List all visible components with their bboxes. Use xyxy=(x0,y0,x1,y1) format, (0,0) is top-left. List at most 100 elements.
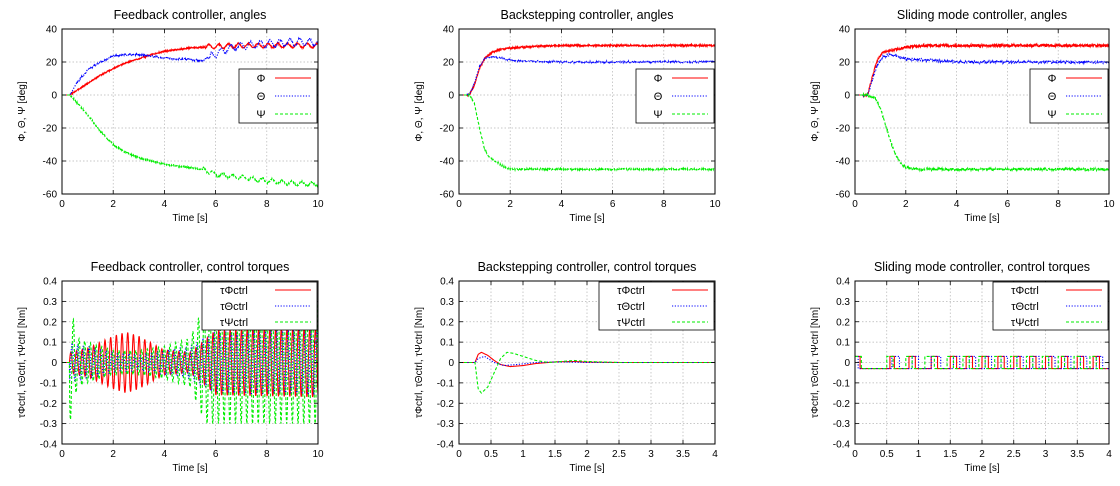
plot-frame xyxy=(61,28,319,195)
chart-title: Backstepping controller, control torques xyxy=(478,260,697,274)
x-tick-label: 0 xyxy=(852,199,858,210)
legend-label: τΦctrl xyxy=(220,285,248,297)
x-tick-label: 8 xyxy=(264,449,270,460)
y-tick-label: 0.4 xyxy=(43,277,57,288)
x-tick-label: 3.5 xyxy=(1070,449,1084,460)
series-line-1 xyxy=(459,42,715,98)
series-line-2 xyxy=(855,52,1109,98)
y-tick-label: 0.1 xyxy=(836,338,850,349)
legend-label: τΘctrl xyxy=(220,301,248,313)
legend-label: τΘctrl xyxy=(617,301,645,313)
y-tick-label: 0.2 xyxy=(440,317,454,328)
x-tick-label: 0 xyxy=(456,199,462,210)
series-line-1 xyxy=(62,327,318,398)
y-tick-label: 0 xyxy=(51,91,57,102)
legend-label: τΨctrl xyxy=(617,317,645,329)
series-group xyxy=(459,351,715,394)
y-tick-label: -20 xyxy=(43,124,58,135)
chart-panel-5: 0 0.5 1 1.5 2 2.5 3 3.5 4 -0.4 -0.3 -0.2 -0.1 0 0.1 0.2… xyxy=(414,260,718,474)
x-tick-label: 2 xyxy=(110,449,116,460)
y-tick-label: -0.1 xyxy=(437,378,455,389)
y-tick-label: -0.4 xyxy=(833,440,851,451)
series-line-3 xyxy=(459,92,715,173)
series-line-2 xyxy=(62,329,318,396)
chart-panel-4: 0 2 4 6 8 10 -0.4 -0.3 -0.2 -0.1 0 0.1 0.2 0.3 0.4 Feed… xyxy=(17,260,324,474)
series-line-1 xyxy=(855,355,1109,370)
x-tick-label: 1 xyxy=(520,449,526,460)
series-group xyxy=(62,301,318,424)
x-tick-label: 8 xyxy=(661,199,667,210)
series-line-1 xyxy=(855,42,1109,99)
x-tick-label: 2.5 xyxy=(612,449,626,460)
legend-label: Φ xyxy=(257,73,266,85)
y-tick-label: 0 xyxy=(448,358,454,369)
chart-title: Backstepping controller, angles xyxy=(500,8,673,22)
y-tick-label: 20 xyxy=(443,58,455,69)
y-tick-label: -0.2 xyxy=(833,399,851,410)
x-tick-label: 4 xyxy=(162,199,168,210)
y-axis-label: Φ, Θ, Ψ [deg] xyxy=(414,81,425,141)
x-tick-label: 2 xyxy=(979,449,985,460)
legend-label: Θ xyxy=(654,91,663,103)
y-tick-label: 0.4 xyxy=(836,277,850,288)
x-axis-label: Time [s] xyxy=(569,213,604,224)
chart-panel-2: 0 2 4 6 8 10 -60 -40 -20 0 20 40 Backstepping contro… xyxy=(414,8,721,224)
y-axis-label: τΦctrl, τΘctrl, τΨctrl [Nm] xyxy=(810,307,821,418)
x-tick-label: 2 xyxy=(903,199,909,210)
y-tick-label: 0.2 xyxy=(836,317,850,328)
y-axis-label: τΦctrl, τΘctrl, τΨctrl [Nm] xyxy=(17,307,28,418)
x-tick-label: 10 xyxy=(1103,199,1115,210)
series-group xyxy=(62,36,318,189)
x-tick-label: 0 xyxy=(456,449,462,460)
x-tick-label: 6 xyxy=(213,199,219,210)
x-tick-label: 10 xyxy=(709,199,721,210)
x-tick-label: 2 xyxy=(110,199,116,210)
y-tick-label: 20 xyxy=(46,58,58,69)
chart-title: Sliding mode controller, angles xyxy=(897,8,1067,22)
x-tick-label: 4 xyxy=(162,449,168,460)
x-tick-label: 6 xyxy=(1005,199,1011,210)
plot-frame xyxy=(854,28,1110,195)
x-tick-label: 6 xyxy=(610,199,616,210)
y-axis-label: Φ, Θ, Ψ [deg] xyxy=(810,81,821,141)
x-tick-label: 0 xyxy=(59,449,65,460)
legend-label: τΦctrl xyxy=(617,285,645,297)
series-group xyxy=(855,42,1109,173)
series-line-3 xyxy=(62,93,318,189)
y-tick-label: 40 xyxy=(46,25,58,36)
legend-label: τΨctrl xyxy=(220,317,248,329)
chart-panel-6: 0 0.5 1 1.5 2 2.5 3 3.5 4 -0.4 -0.3 -0.2 -0.1 0 0.1 0.2… xyxy=(810,260,1112,474)
x-tick-label: 8 xyxy=(1055,199,1061,210)
x-axis-label: Time [s] xyxy=(964,463,999,474)
legend: τΦctrl τΘctrl τΨctrl xyxy=(598,281,715,331)
legend-label: Θ xyxy=(1048,91,1057,103)
legend-label: Φ xyxy=(654,73,663,85)
y-tick-label: 0.1 xyxy=(440,338,454,349)
y-tick-label: 0 xyxy=(51,358,57,369)
x-tick-label: 0 xyxy=(852,449,858,460)
y-tick-label: 0.2 xyxy=(43,317,57,328)
series-line-1 xyxy=(62,41,318,96)
x-tick-label: 4 xyxy=(712,449,718,460)
y-tick-label: 40 xyxy=(443,25,455,36)
y-tick-label: -0.2 xyxy=(437,399,455,410)
y-tick-label: 0.3 xyxy=(43,297,57,308)
chart-title: Sliding mode controller, control torques xyxy=(874,260,1090,274)
x-tick-label: 10 xyxy=(312,199,324,210)
x-tick-label: 2 xyxy=(507,199,513,210)
x-tick-label: 0.5 xyxy=(880,449,894,460)
y-tick-label: -0.3 xyxy=(833,419,851,430)
legend: ΦΘΨ xyxy=(635,68,715,124)
y-tick-label: -40 xyxy=(836,157,851,168)
series-group xyxy=(459,42,715,173)
y-tick-label: 0 xyxy=(844,91,850,102)
legend: ΦΘΨ xyxy=(1029,68,1109,124)
legend-label: Φ xyxy=(1048,73,1057,85)
y-tick-label: -20 xyxy=(836,124,851,135)
y-tick-label: 0.1 xyxy=(43,338,57,349)
series-line-2 xyxy=(62,36,318,96)
y-tick-label: -0.4 xyxy=(40,440,58,451)
series-line-3 xyxy=(62,301,318,424)
x-tick-label: 3 xyxy=(1043,449,1049,460)
